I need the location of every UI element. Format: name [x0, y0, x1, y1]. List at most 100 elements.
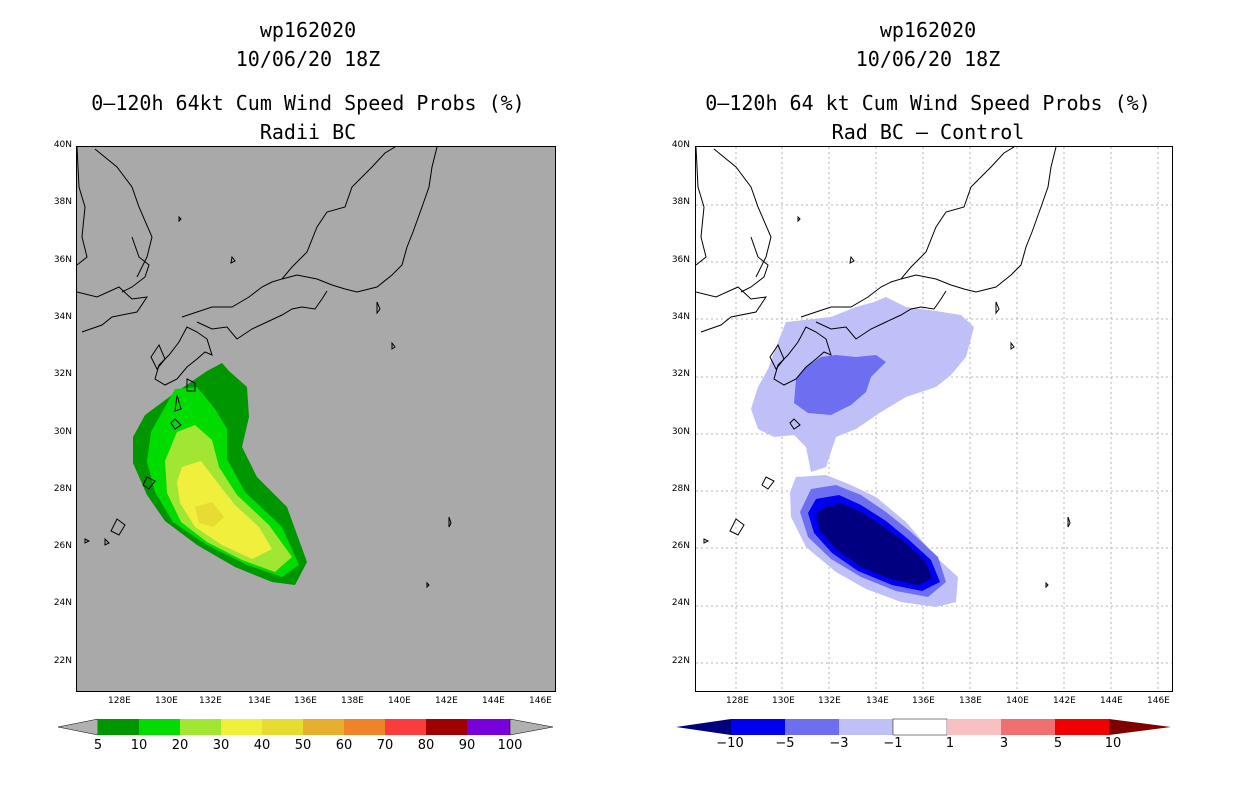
left-xtick-136e: 136E	[294, 696, 317, 706]
left-datetime: 10/06/20 18Z	[235, 47, 381, 71]
left-xtick-128e: 128E	[108, 696, 131, 706]
left-ytick-34n: 34N	[53, 312, 72, 322]
left-colorbar-swatch-80-90	[426, 719, 467, 735]
left-storm-id: wp162020	[259, 18, 357, 42]
right-map-svg	[696, 147, 1172, 691]
left-map-svg	[77, 147, 452, 589]
prob-contour-30	[177, 461, 272, 559]
right-colorbar	[676, 716, 1172, 738]
left-ytick-24n: 24N	[53, 598, 72, 608]
right-colorbar-swatch-5-10	[1055, 719, 1109, 735]
right-xtick-138e: 138E	[959, 696, 982, 706]
right-ytick-30n: 30N	[671, 427, 690, 437]
right-map-panel	[695, 146, 1173, 692]
left-ytick-36n: 36N	[53, 255, 72, 265]
left-colorbar-label-5: 5	[93, 738, 103, 753]
left-colorbar-label-10: 10	[130, 738, 148, 753]
left-xtick-138e: 138E	[341, 696, 364, 706]
right-colorbar-swatch-minus3-minus1	[839, 719, 893, 735]
right-colorbar-label-minus1: −1	[883, 736, 903, 751]
left-colorbar-label-40: 40	[253, 738, 271, 753]
left-colorbar-swatch-60-70	[344, 719, 385, 735]
right-xtick-136e: 136E	[912, 696, 935, 706]
right-subtitle: Rad BC – Control	[831, 120, 1025, 144]
diff-contour-minus10	[816, 503, 932, 585]
left-xtick-132e: 132E	[199, 696, 222, 706]
left-colorbar	[58, 716, 554, 738]
left-xtick-140e: 140E	[388, 696, 411, 706]
left-colorbar-swatch-20-30	[180, 719, 221, 735]
right-ytick-22n: 22N	[671, 656, 690, 666]
left-colorbar-label-60: 60	[335, 738, 353, 753]
left-ytick-38n: 38N	[53, 197, 72, 207]
left-ytick-40n: 40N	[53, 140, 72, 150]
left-colorbar-low-arrow	[58, 718, 99, 736]
left-xtick-130e: 130E	[155, 696, 178, 706]
right-colorbar-swatch-minus1-1	[892, 718, 948, 736]
right-colorbar-label-1: 1	[945, 736, 955, 751]
left-ytick-32n: 32N	[53, 369, 72, 379]
left-colorbar-label-90: 90	[458, 738, 476, 753]
left-colorbar-high-arrow	[509, 718, 554, 736]
diff-contour-minus3-north	[794, 355, 886, 415]
right-title-block: wp162020 10/06/20 18Z 0–120h 64 kt Cum W…	[636, 16, 1220, 147]
right-ytick-26n: 26N	[671, 541, 690, 551]
left-map-panel	[76, 146, 556, 692]
left-product-title: 0–120h 64kt Cum Wind Speed Probs (%)	[91, 91, 525, 115]
right-storm-id: wp162020	[879, 18, 977, 42]
left-colorbar-label-100: 100	[497, 738, 523, 753]
right-ytick-24n: 24N	[671, 598, 690, 608]
left-colorbar-swatch-5-10	[98, 719, 139, 735]
right-datetime: 10/06/20 18Z	[855, 47, 1001, 71]
right-colorbar-label-10: 10	[1104, 736, 1122, 751]
left-ytick-22n: 22N	[53, 656, 72, 666]
right-colorbar-label-minus10: −10	[716, 736, 744, 751]
right-colorbar-high-arrow	[1109, 719, 1171, 735]
left-colorbar-swatch-70-80	[385, 719, 426, 735]
left-title-block: wp162020 10/06/20 18Z 0–120h 64kt Cum Wi…	[18, 16, 598, 147]
right-xtick-142e: 142E	[1053, 696, 1076, 706]
right-ytick-28n: 28N	[671, 484, 690, 494]
left-xtick-144e: 144E	[482, 696, 505, 706]
left-colorbar-label-20: 20	[171, 738, 189, 753]
right-xtick-146e: 146E	[1147, 696, 1170, 706]
left-subtitle: Radii BC	[259, 120, 357, 144]
right-colorbar-swatch-minus5-minus3	[785, 719, 839, 735]
left-colorbar-swatch-40-50	[262, 719, 303, 735]
left-ytick-28n: 28N	[53, 484, 72, 494]
right-xtick-128e: 128E	[726, 696, 749, 706]
left-colorbar-label-80: 80	[417, 738, 435, 753]
right-colorbar-label-3: 3	[999, 736, 1009, 751]
prob-contour-40	[195, 502, 224, 527]
right-ytick-34n: 34N	[671, 312, 690, 322]
right-colorbar-label-minus3: −3	[829, 736, 849, 751]
right-colorbar-swatch-minus10-minus5	[731, 719, 785, 735]
right-xtick-132e: 132E	[818, 696, 841, 706]
right-ytick-38n: 38N	[671, 197, 690, 207]
right-ytick-40n: 40N	[671, 140, 690, 150]
left-colorbar-label-50: 50	[294, 738, 312, 753]
right-product-title: 0–120h 64 kt Cum Wind Speed Probs (%)	[705, 91, 1151, 115]
left-xtick-146e: 146E	[529, 696, 552, 706]
left-xtick-134e: 134E	[248, 696, 271, 706]
right-xtick-134e: 134E	[866, 696, 889, 706]
right-colorbar-label-5: 5	[1053, 736, 1063, 751]
right-colorbar-swatch-1-3	[947, 719, 1001, 735]
right-colorbar-label-minus5: −5	[775, 736, 795, 751]
left-colorbar-svg	[58, 718, 554, 736]
right-colorbar-swatch-3-5	[1001, 719, 1055, 735]
right-xtick-140e: 140E	[1006, 696, 1029, 706]
left-colorbar-swatch-10-20	[139, 719, 180, 735]
right-colorbar-low-arrow	[676, 719, 731, 735]
left-ytick-30n: 30N	[53, 427, 72, 437]
right-ytick-32n: 32N	[671, 369, 690, 379]
left-colorbar-swatch-50-60	[303, 719, 344, 735]
coastlines	[696, 147, 1071, 589]
gridlines	[696, 147, 1172, 691]
right-xtick-144e: 144E	[1100, 696, 1123, 706]
right-colorbar-svg	[676, 718, 1171, 736]
left-colorbar-label-70: 70	[376, 738, 394, 753]
coastlines	[77, 147, 452, 589]
left-colorbar-label-30: 30	[212, 738, 230, 753]
left-xtick-142e: 142E	[435, 696, 458, 706]
